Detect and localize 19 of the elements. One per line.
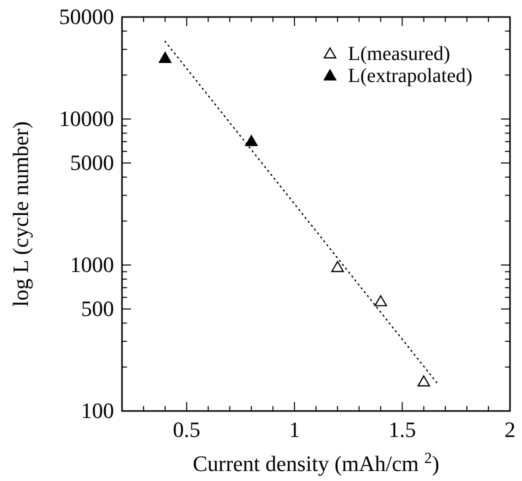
y-tick-label: 1000: [70, 252, 114, 278]
point: [245, 135, 258, 146]
point: [417, 375, 430, 386]
x-tick-label: 2: [504, 417, 516, 442]
x-tick-label: 0.5: [172, 417, 200, 442]
legend-label: L(measured): [348, 43, 450, 65]
x-axis-title: Current density (mAh/cm $^{2}$): [192, 450, 440, 476]
legend-label: L(extrapolated): [348, 65, 472, 87]
y-tick-label: 100: [81, 398, 114, 423]
y-axis-title: log L (cycle number): [8, 121, 33, 307]
x-tick-label: 1.5: [388, 417, 416, 442]
y-tick-label: 500: [81, 296, 114, 321]
y-tick-label: 50000: [59, 4, 114, 29]
y-tick-label: 10000: [59, 106, 114, 132]
point: [331, 261, 344, 272]
point: [374, 295, 387, 306]
y-tick-label: 5000: [70, 150, 114, 175]
point: [158, 52, 172, 63]
x-tick-label: 1: [288, 417, 300, 442]
